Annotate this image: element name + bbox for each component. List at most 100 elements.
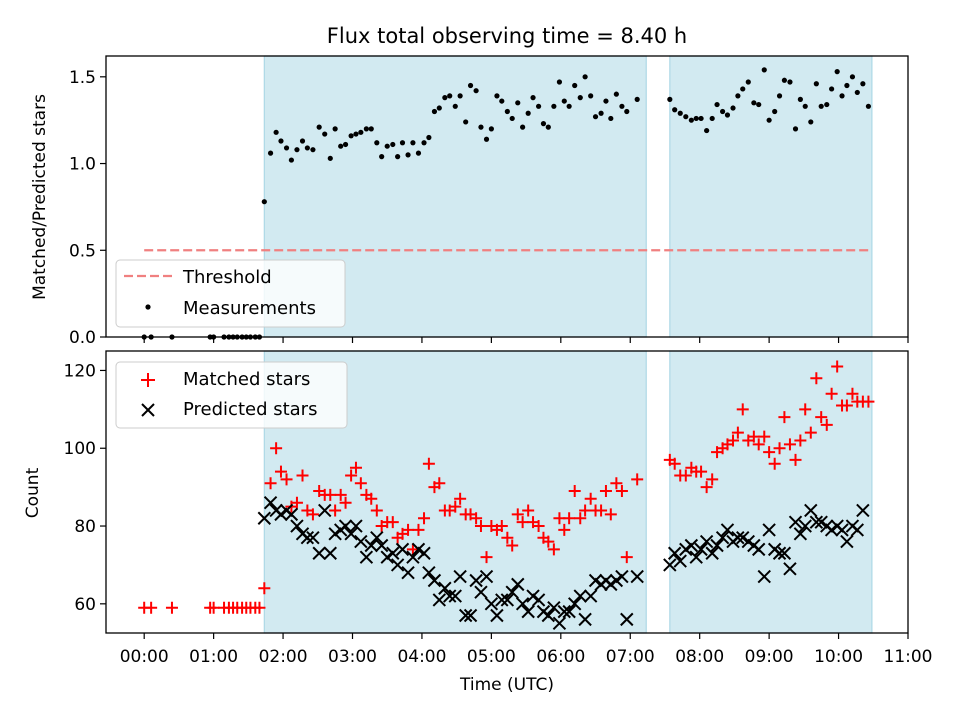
measurement-point — [316, 124, 322, 130]
x-tick-label: 10:00 — [814, 647, 863, 667]
measurement-point — [332, 126, 338, 132]
measurement-point — [395, 154, 401, 160]
predicted-star-point — [443, 589, 457, 603]
predicted-star-point — [788, 515, 803, 529]
matched-star-point — [339, 496, 352, 509]
predicted-star-point — [620, 612, 634, 627]
measurement-point — [379, 154, 385, 160]
measurement-point — [704, 127, 710, 134]
measurement-point — [415, 150, 422, 156]
matched-star-point — [433, 477, 446, 490]
measurement-point — [540, 121, 547, 127]
matched-star-point — [584, 492, 597, 505]
predicted-star-point — [263, 495, 278, 510]
predicted-star-point — [448, 589, 462, 603]
matched-star-point — [773, 442, 786, 455]
predicted-star-point — [557, 604, 571, 619]
matched-star-point — [511, 508, 524, 521]
matched-star-point — [631, 473, 644, 486]
matched-star-point — [610, 477, 623, 490]
predicted-star-point — [427, 573, 442, 588]
predicted-star-point — [630, 569, 644, 584]
measurement-point — [619, 103, 625, 109]
predicted-star-point — [474, 585, 488, 599]
measurement-point — [813, 81, 819, 87]
matched-star-point — [270, 442, 283, 455]
top-axes-frame — [105, 55, 909, 338]
predicted-star-point — [515, 597, 530, 611]
matched-legend-label: Matched stars — [183, 369, 310, 390]
matched-star-point — [306, 508, 319, 521]
measurement-point — [273, 129, 279, 135]
measurement-point — [608, 115, 614, 122]
matched-star-point — [668, 457, 681, 470]
x-tick-label: 06:00 — [536, 647, 585, 667]
predicted-star-point — [552, 616, 567, 630]
matched-star-point — [454, 492, 467, 505]
predicted-star-point — [359, 550, 374, 564]
predicted-star-point — [699, 534, 714, 549]
predicted-star-point — [521, 604, 535, 619]
measurement-point — [854, 89, 860, 96]
predicted-star-point — [710, 538, 724, 553]
measurement-point — [776, 93, 783, 99]
predicted-star-point — [772, 546, 787, 560]
measurement-point — [766, 117, 772, 123]
y-tick-label: 60 — [74, 595, 96, 615]
measurement-point — [849, 74, 856, 80]
measurement-point — [756, 101, 762, 108]
measurements-legend-swatch — [145, 304, 151, 310]
x-axis-label: Time (UTC) — [459, 675, 554, 695]
matched-star-point — [349, 461, 362, 474]
y-tick-label: 1.0 — [69, 155, 96, 175]
matched-star-point — [506, 539, 519, 552]
measurements-legend-label: Measurements — [183, 298, 316, 319]
y-tick-label: 120 — [64, 361, 96, 381]
measurement-point — [327, 155, 333, 161]
measurement-point — [421, 140, 427, 146]
predicted-star-point — [422, 566, 436, 580]
matched-star-point — [386, 516, 399, 529]
predicted-star-point — [257, 511, 272, 525]
x-tick-label: 00:00 — [120, 647, 169, 667]
predicted-star-point — [484, 597, 499, 611]
matched-star-point — [274, 465, 287, 478]
matched-star-point — [516, 516, 529, 529]
measurement-point — [499, 98, 505, 104]
top-y-axis-label: Matched/Predicted stars — [30, 94, 50, 300]
matched-star-point — [334, 488, 347, 501]
matched-star-point — [145, 601, 158, 614]
measurement-point — [698, 115, 704, 122]
predicted-star-point — [386, 546, 400, 560]
predicted-star-point — [349, 519, 363, 533]
matched-star-point — [815, 411, 828, 424]
measurement-point — [426, 134, 432, 141]
matched-star-point — [604, 508, 617, 521]
x-tick-label: 02:00 — [259, 647, 308, 667]
predicted-star-point — [531, 593, 546, 607]
predicted-star-point — [835, 523, 849, 537]
predicted-star-point — [731, 530, 745, 545]
measurement-point — [390, 141, 396, 148]
measurement-point — [342, 141, 349, 148]
measurement-point — [603, 98, 609, 104]
predicted-star-point — [463, 608, 478, 623]
x-tick-label: 01:00 — [189, 647, 238, 667]
measurement-point — [436, 105, 442, 111]
matched-star-point — [599, 485, 612, 498]
measurement-point — [368, 126, 374, 132]
matched-star-point — [778, 411, 791, 424]
predicted-star-point — [573, 589, 587, 603]
measurement-point — [520, 124, 526, 130]
predicted-star-point — [663, 558, 677, 572]
measurement-point — [447, 93, 453, 99]
predicted-star-point — [323, 546, 337, 560]
matched-star-point — [558, 523, 571, 536]
measurement-point — [473, 88, 479, 94]
measurement-point — [483, 136, 490, 142]
measurement-point — [551, 103, 557, 109]
matched-star-point — [324, 488, 337, 501]
measurement-point — [267, 150, 274, 156]
predicted-star-point — [458, 608, 473, 623]
predicted-star-point — [689, 550, 703, 564]
